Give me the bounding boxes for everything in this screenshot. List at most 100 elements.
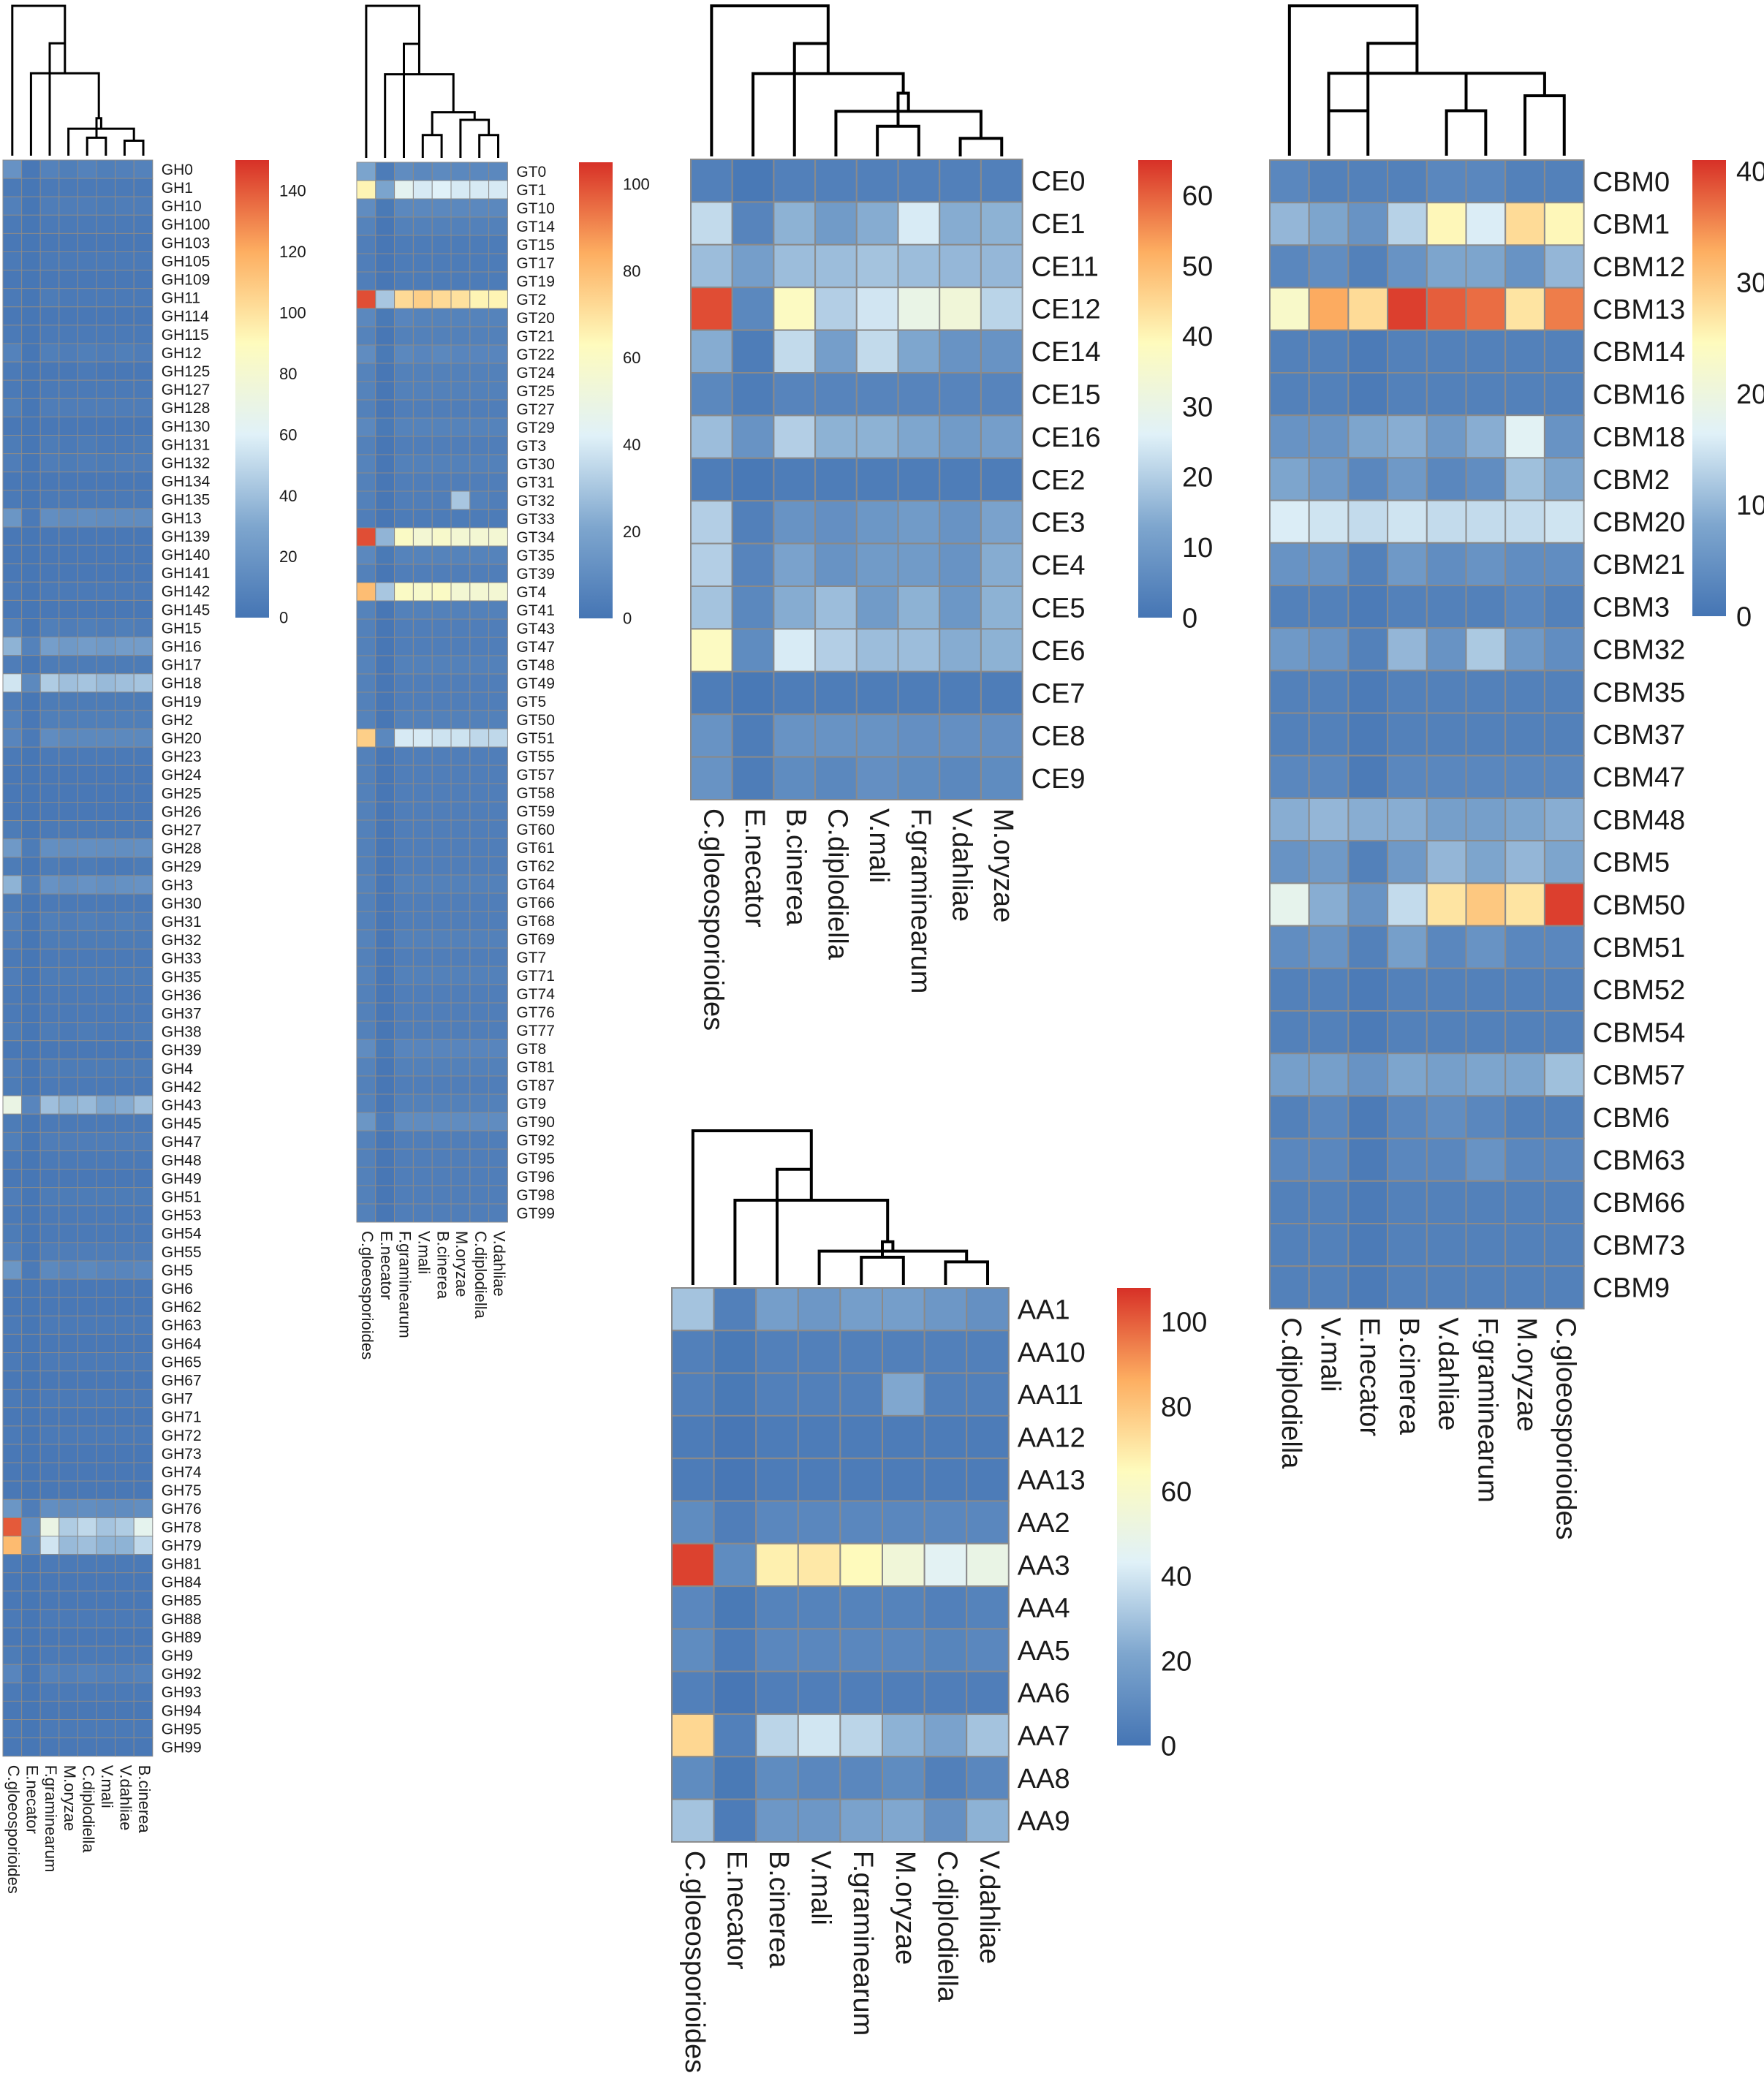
heatmap-cell [450, 874, 471, 894]
heatmap-cell [469, 381, 490, 401]
color-scale-tick: 30 [1736, 268, 1764, 299]
row-label: GH19 [162, 694, 202, 710]
heatmap-cell [431, 582, 452, 602]
row-label: CE14 [1031, 337, 1101, 368]
heatmap-cell [450, 691, 471, 711]
heatmap-cell [77, 1480, 97, 1500]
heatmap-cell [21, 1150, 41, 1170]
heatmap-cell [939, 713, 982, 758]
heatmap-cell [1426, 1180, 1467, 1225]
heatmap-cell [1387, 585, 1428, 629]
heatmap-cell [115, 1169, 135, 1189]
heatmap-cell [115, 1297, 135, 1316]
heatmap-cell [58, 251, 78, 271]
heatmap-cell [77, 1737, 97, 1757]
row-label: GH100 [162, 216, 211, 233]
heatmap-cell [375, 1093, 395, 1113]
heatmap-cell [21, 1224, 41, 1243]
heatmap-cell [58, 655, 78, 675]
row-label: GT87 [516, 1077, 555, 1094]
heatmap-cell [96, 214, 116, 234]
heatmap-cell [671, 1414, 715, 1460]
heatmap-cell [412, 1148, 433, 1168]
heatmap-cell [839, 1414, 884, 1460]
heatmap-cell [450, 235, 471, 254]
heatmap-cell [133, 1645, 154, 1665]
heatmap-cell [980, 500, 1023, 545]
heatmap-cell [431, 947, 452, 967]
heatmap-cell [839, 1542, 884, 1588]
heatmap-cell [39, 1352, 60, 1372]
heatmap-cell [1465, 712, 1507, 757]
heatmap-cell [394, 198, 414, 218]
heatmap-cell [96, 966, 116, 987]
heatmap-cell [375, 289, 395, 309]
heatmap-cell [77, 379, 97, 399]
heatmap-cell [1543, 329, 1585, 374]
row-label: GT1 [516, 182, 546, 199]
heatmap-cell [882, 1798, 925, 1843]
heatmap-cell [133, 857, 154, 876]
heatmap-cell [713, 1628, 757, 1672]
heatmap-cell [773, 542, 817, 587]
heatmap-cell [375, 874, 395, 894]
row-label: GT31 [516, 474, 555, 491]
heatmap-cell [1387, 1265, 1428, 1310]
heatmap-cell [923, 1713, 968, 1758]
heatmap-cell [96, 1150, 116, 1170]
heatmap-cell [77, 471, 97, 491]
heatmap-cell [412, 655, 433, 675]
heatmap-cell [96, 581, 116, 601]
heatmap-cell [431, 856, 452, 876]
heatmap-cell [96, 379, 116, 399]
heatmap-cell [1504, 840, 1545, 884]
heatmap-cell [488, 253, 508, 273]
heatmap-cell [431, 929, 452, 949]
heatmap-cell [839, 1628, 884, 1672]
heatmap-cell [2, 1169, 23, 1189]
row-label: GT19 [516, 273, 555, 290]
heatmap-cell [21, 270, 41, 289]
heatmap-cell [39, 306, 60, 326]
heatmap-cell [39, 1498, 60, 1518]
heatmap-cell [797, 1713, 841, 1758]
heatmap-cell [375, 1039, 395, 1058]
heatmap-cell [450, 892, 471, 912]
heatmap-cell [450, 655, 471, 675]
heatmap-cell [96, 1242, 116, 1262]
heatmap-cell [115, 1242, 135, 1262]
heatmap-cell [77, 1664, 97, 1683]
heatmap-cell [797, 1756, 841, 1800]
row-label: GH27 [162, 822, 202, 839]
heatmap-cell [58, 1004, 78, 1023]
heatmap-cell [431, 710, 452, 729]
heatmap-cell [115, 1645, 135, 1665]
row-label: GH76 [162, 1501, 202, 1517]
heatmap-cell [412, 271, 433, 291]
row-label: AA1 [1018, 1295, 1070, 1325]
heatmap-cell [1347, 1180, 1389, 1225]
heatmap-cell [2, 1645, 23, 1665]
heatmap-cell [58, 857, 78, 876]
heatmap-cell [77, 398, 97, 417]
heatmap-cell [39, 288, 60, 308]
heatmap-cell [375, 180, 395, 200]
heatmap-cell [412, 600, 433, 620]
heatmap-cell [58, 1187, 78, 1207]
heatmap-cell [814, 542, 858, 587]
color-scale-tick: 100 [1161, 1308, 1207, 1338]
heatmap-cell [1347, 1223, 1389, 1267]
heatmap-cell [731, 670, 775, 716]
heatmap-cell [115, 1315, 135, 1335]
heatmap-cell [939, 372, 982, 417]
heatmap-cell [1269, 585, 1310, 629]
heatmap-cell [1387, 925, 1428, 969]
heatmap-cell [713, 1330, 757, 1374]
row-label: AA6 [1018, 1678, 1070, 1709]
heatmap-cell [356, 436, 376, 455]
heatmap-cell [797, 1330, 841, 1374]
heatmap-cell [21, 581, 41, 601]
heatmap-cell [356, 911, 376, 930]
heatmap-cell [39, 637, 60, 656]
heatmap-cell [1426, 1223, 1467, 1267]
